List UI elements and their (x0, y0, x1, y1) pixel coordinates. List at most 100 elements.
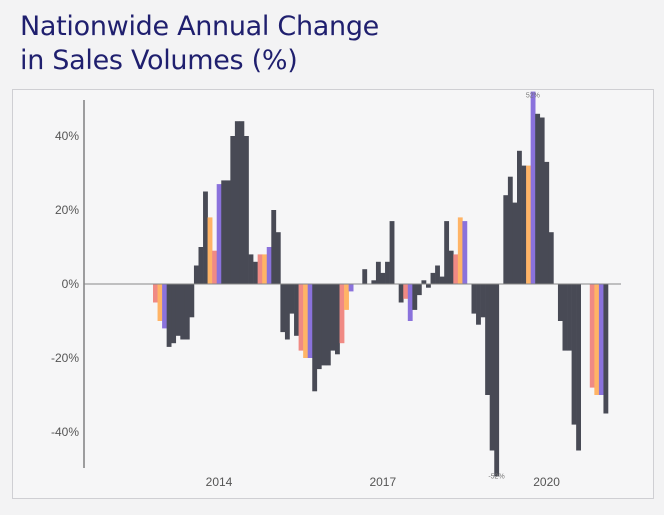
bar (530, 91, 536, 284)
bar (221, 180, 227, 284)
bar (421, 280, 427, 284)
bar (485, 284, 490, 395)
bar (448, 250, 454, 284)
bar (362, 269, 368, 284)
bar (330, 284, 336, 351)
bar (489, 284, 495, 451)
bar (175, 284, 181, 336)
peak-annotation: -52% (488, 473, 504, 480)
annotations: 52% -52% (488, 93, 540, 481)
bar (507, 176, 513, 284)
bar (567, 284, 572, 351)
bar (166, 284, 172, 347)
bar (476, 284, 481, 325)
bar (153, 284, 158, 303)
bar (180, 284, 186, 340)
bar (303, 284, 308, 358)
bar (216, 184, 222, 284)
bar (435, 265, 440, 284)
bar (248, 254, 254, 284)
bar (598, 284, 604, 395)
bar (503, 195, 509, 284)
y-tick-label: 40% (55, 129, 79, 143)
bar (212, 250, 217, 284)
bar (526, 165, 531, 284)
bar (253, 261, 258, 284)
bar (594, 284, 600, 395)
peak-annotation: 52% (526, 93, 540, 100)
bar (380, 272, 386, 284)
bar (184, 284, 190, 340)
bar (275, 232, 281, 284)
bar (162, 284, 167, 329)
bar (339, 284, 345, 344)
bar (203, 191, 208, 284)
bar (430, 272, 436, 284)
bar (453, 254, 459, 284)
bar (426, 284, 431, 288)
bar (316, 284, 322, 370)
bar (589, 284, 595, 388)
bar (262, 254, 268, 284)
y-tick-label: -20% (51, 351, 79, 365)
bar (562, 284, 568, 351)
bar (416, 284, 422, 296)
bar (312, 284, 318, 392)
bar (321, 284, 327, 366)
bar (225, 180, 231, 284)
y-tick-labels: 40% 20% 0% -20% -40% (51, 129, 79, 439)
bar (548, 232, 554, 284)
x-tick-labels: 2014 2017 2020 (206, 475, 561, 489)
bar (280, 284, 286, 333)
bar (284, 284, 290, 340)
bar (444, 221, 450, 284)
bar (289, 284, 295, 314)
bar (294, 284, 299, 336)
chart-title-line-1: Nationwide Annual Change (20, 11, 379, 42)
bar (335, 284, 340, 355)
bar (407, 284, 413, 321)
bar (239, 121, 245, 284)
bar (398, 284, 404, 303)
bar (157, 284, 163, 321)
bar (266, 247, 272, 284)
x-tick-label: 2014 (206, 475, 233, 489)
bar (480, 284, 486, 318)
bar (171, 284, 177, 344)
bar (603, 284, 609, 414)
chart-panel: 40% 20% 0% -20% -40% 2014 2017 2020 52% -52% (12, 89, 654, 499)
bar (412, 284, 418, 310)
bar (544, 161, 550, 284)
x-tick-label: 2020 (533, 475, 560, 489)
bar (234, 121, 240, 284)
bar (462, 221, 468, 284)
bar (517, 150, 522, 284)
bar (389, 221, 395, 284)
bar (403, 284, 409, 299)
bar (385, 261, 390, 284)
bar (198, 247, 204, 284)
chart-title: Nationwide Annual Change in Sales Volume… (20, 10, 379, 78)
bar (371, 280, 377, 284)
y-tick-label: 0% (62, 277, 80, 291)
bar-chart: 40% 20% 0% -20% -40% 2014 2017 2020 52% -52% (51, 91, 621, 489)
bar (189, 284, 195, 318)
bar (271, 210, 277, 284)
y-tick-label: 20% (55, 203, 79, 217)
bar (439, 276, 445, 284)
x-tick-label: 2017 (369, 475, 396, 489)
bar (494, 284, 500, 477)
bar (521, 165, 527, 284)
bar (348, 284, 354, 292)
bar (471, 284, 477, 314)
bar (307, 284, 313, 358)
bar (512, 202, 518, 284)
bar (535, 113, 541, 284)
bar (557, 284, 563, 321)
bar (375, 261, 381, 284)
bar (244, 136, 249, 284)
bar (539, 117, 545, 284)
y-tick-label: -40% (51, 425, 79, 439)
bar (207, 217, 213, 284)
bar (344, 284, 349, 310)
